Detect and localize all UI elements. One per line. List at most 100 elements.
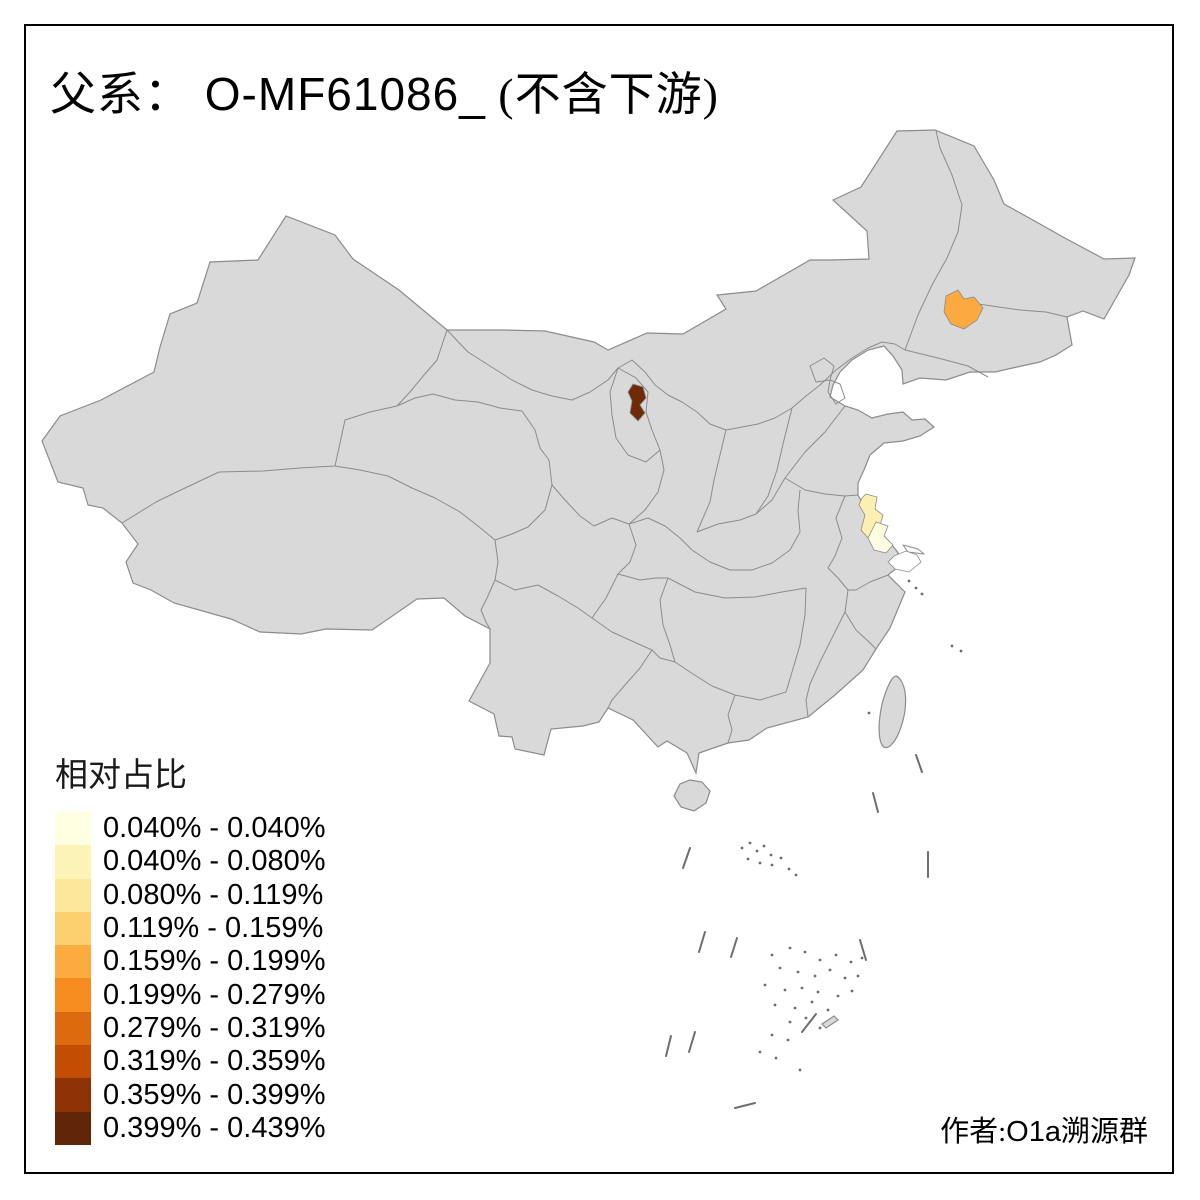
boundary-dash: [688, 1031, 696, 1053]
highlighted-regions: [627, 289, 984, 573]
hainan-island: [673, 779, 711, 812]
island-dot: [770, 1033, 774, 1037]
island-dot: [779, 856, 783, 860]
island-dot: [748, 841, 752, 845]
island-dot: [788, 946, 792, 950]
legend-swatch: [55, 1011, 91, 1046]
island-dot: [856, 974, 860, 978]
island-dot: [787, 867, 791, 871]
legend-row: 0.359% - 0.399%: [55, 1078, 326, 1112]
boundary-dash: [734, 1102, 756, 1109]
island-dot: [796, 970, 800, 974]
legend-row: 0.319% - 0.359%: [55, 1045, 326, 1079]
legend-label: 0.399% - 0.439%: [103, 1111, 326, 1144]
island-dot: [788, 1020, 792, 1024]
region-nantong: [867, 521, 894, 554]
legend-row: 0.040% - 0.040%: [55, 812, 326, 846]
taiwan-island: [878, 675, 907, 749]
island-dot: [793, 1006, 797, 1010]
legend-swatch: [55, 812, 91, 846]
attribution-prefix: 作者:: [940, 1116, 1007, 1148]
island-dot: [810, 1000, 814, 1004]
legend-label: 0.040% - 0.080%: [103, 845, 326, 878]
island-dot: [914, 586, 918, 590]
island-dot: [778, 966, 782, 970]
region-changchun: [943, 289, 984, 330]
island-dot: [813, 974, 817, 978]
island-dot: [770, 863, 774, 867]
island-dot: [803, 950, 807, 954]
legend-label: 0.319% - 0.359%: [103, 1045, 326, 1078]
boundary-dash: [682, 847, 691, 869]
island-dot: [770, 953, 774, 957]
island-dot: [794, 873, 798, 877]
island-dot: [907, 579, 911, 583]
legend-label: 0.359% - 0.399%: [103, 1078, 326, 1111]
island-dot: [758, 1050, 762, 1054]
attribution-suffix: 溯源群: [1060, 1116, 1148, 1148]
islands: [673, 675, 907, 1029]
legend-swatch: [55, 1111, 91, 1145]
island-dot: [850, 989, 854, 993]
boundary-dash: [859, 939, 867, 961]
legend-label: 0.080% - 0.119%: [103, 878, 324, 911]
legend-label: 0.159% - 0.199%: [103, 945, 326, 978]
legend-swatch: [55, 1078, 91, 1112]
title-suffix: (不含下游): [485, 69, 719, 120]
island-dot: [818, 1026, 822, 1030]
legend-title: 相对占比: [55, 758, 187, 794]
boundary-dash: [730, 937, 738, 958]
legend-row: 0.040% - 0.080%: [55, 845, 326, 879]
island-dot: [804, 1016, 808, 1020]
title-prefix: 父系：: [50, 69, 191, 120]
island-dot: [828, 968, 832, 972]
china-mainland: [41, 129, 1136, 776]
island-dot: [950, 644, 954, 648]
island-dot: [860, 956, 864, 960]
legend-row: 0.199% - 0.279%: [55, 978, 325, 1012]
legend-row: 0.159% - 0.199%: [55, 945, 326, 979]
island-dot: [834, 953, 838, 957]
legend-rows: 0.040% - 0.040% 0.040% - 0.080% 0.080% - 0…: [55, 812, 325, 1145]
attribution: 作者:O1a溯源群: [940, 1108, 1148, 1150]
island-dot: [763, 983, 767, 987]
south-china-sea-islands: [740, 579, 963, 1072]
spratly-islet: [821, 1015, 839, 1029]
boundary-dash: [665, 1035, 672, 1057]
legend-row: 0.279% - 0.319%: [55, 1011, 325, 1046]
island-dot: [826, 1008, 830, 1012]
legend-row: 0.399% - 0.439%: [55, 1111, 326, 1145]
legend-swatch: [55, 911, 91, 946]
boundary-dash: [698, 931, 706, 953]
island-dot: [758, 861, 762, 865]
island-dot: [762, 844, 766, 848]
legend-swatch: [55, 945, 91, 979]
island-dot: [774, 1056, 778, 1060]
legend-row: 0.119% - 0.159%: [55, 911, 325, 946]
island-dot: [816, 990, 820, 994]
island-dot: [755, 849, 759, 853]
province-borders: [121, 130, 1068, 744]
island-dot: [783, 988, 787, 992]
legend-swatch: [55, 845, 91, 879]
boundary-dash: [915, 754, 923, 773]
island-dot: [769, 853, 773, 857]
island-dot: [867, 711, 871, 715]
island-dot: [746, 857, 750, 861]
island-dot: [800, 986, 804, 990]
legend-swatch: [55, 978, 91, 1012]
island-dot: [818, 958, 822, 962]
region-shanghai: [887, 550, 922, 573]
legend-label: 0.040% - 0.040%: [103, 812, 326, 845]
island-dot: [773, 1003, 777, 1007]
legend-swatch: [55, 878, 91, 912]
legend: 相对占比 0.040% - 0.040% 0.040% - 0.080% 0.080…: [55, 748, 325, 1145]
island-dot: [786, 1038, 790, 1042]
attribution-latin: O1a: [1006, 1116, 1061, 1148]
page-title: 父系： O-MF61086_ (不含下游): [50, 58, 719, 124]
island-dot: [920, 592, 924, 596]
boundary-dash: [872, 792, 879, 813]
island-dot: [843, 976, 847, 980]
